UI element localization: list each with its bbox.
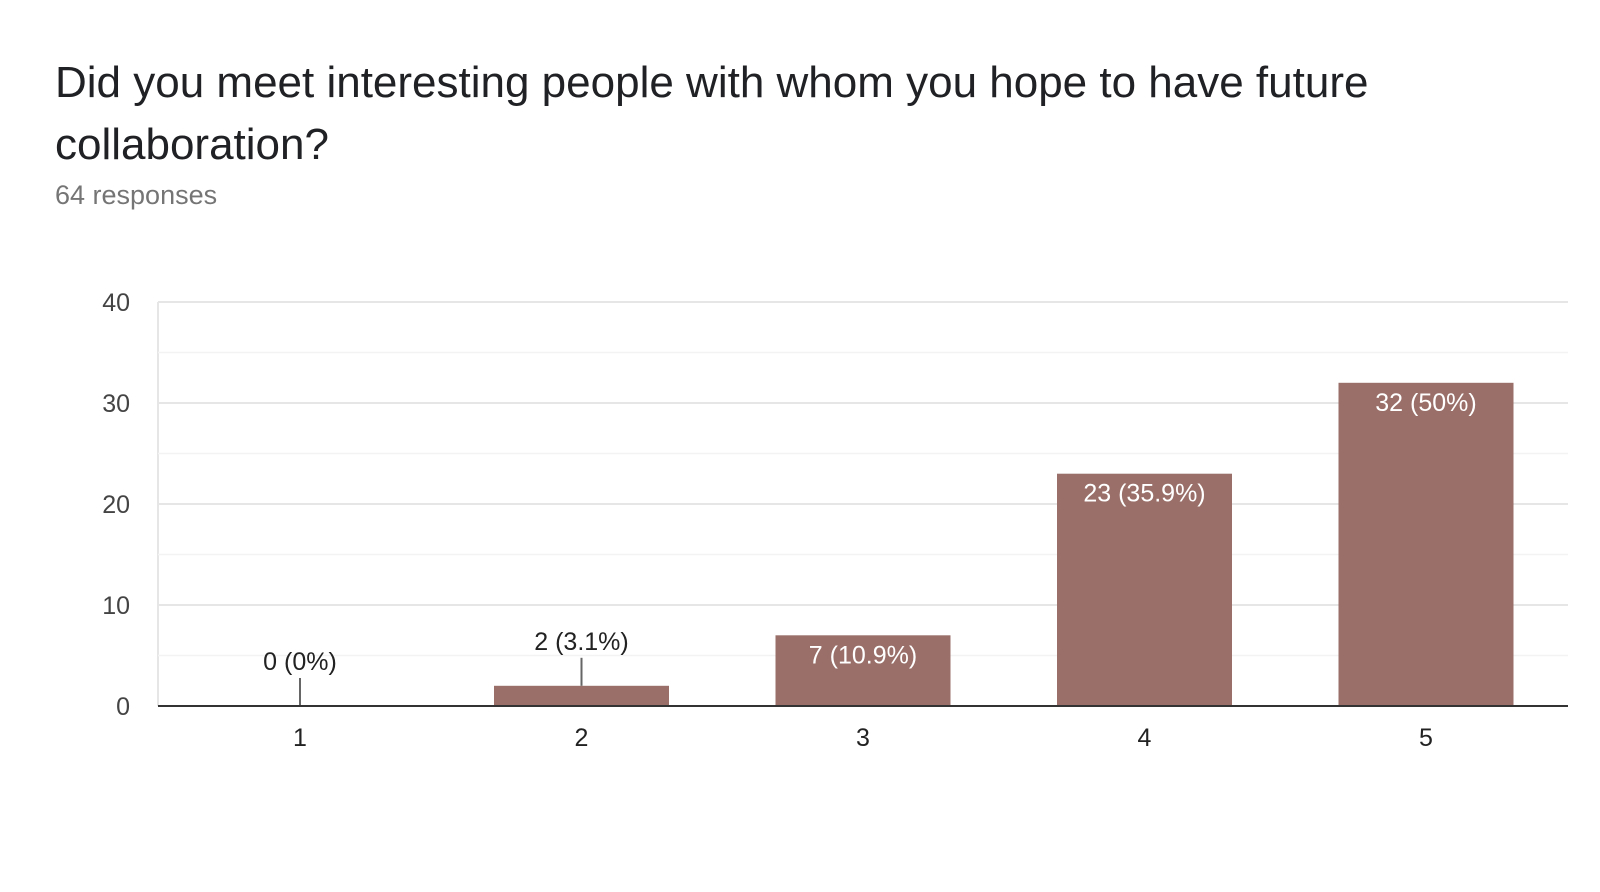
response-count: 64 responses xyxy=(55,180,218,210)
bar xyxy=(775,635,951,706)
x-tick-label: 5 xyxy=(1419,724,1433,752)
data-label: 32 (50%) xyxy=(1375,389,1476,417)
bar xyxy=(1057,473,1232,706)
data-label: 2 (3.1%) xyxy=(534,628,628,656)
data-label: 0 (0%) xyxy=(263,648,337,676)
y-tick-label: 20 xyxy=(102,491,130,519)
y-tick-label: 40 xyxy=(102,289,130,317)
chart-title: Did you meet interesting people with who… xyxy=(55,58,1369,169)
bar xyxy=(494,685,669,706)
x-tick-label: 3 xyxy=(856,724,870,752)
data-label: 7 (10.9%) xyxy=(809,641,917,669)
y-tick-label: 0 xyxy=(116,693,130,721)
data-label: 23 (35.9%) xyxy=(1083,480,1205,508)
y-tick-label: 30 xyxy=(102,390,130,418)
bar xyxy=(1338,382,1514,706)
x-tick-label: 2 xyxy=(575,724,589,752)
y-tick-label: 10 xyxy=(102,592,130,620)
x-tick-label: 1 xyxy=(293,724,307,752)
x-tick-label: 4 xyxy=(1138,724,1152,752)
